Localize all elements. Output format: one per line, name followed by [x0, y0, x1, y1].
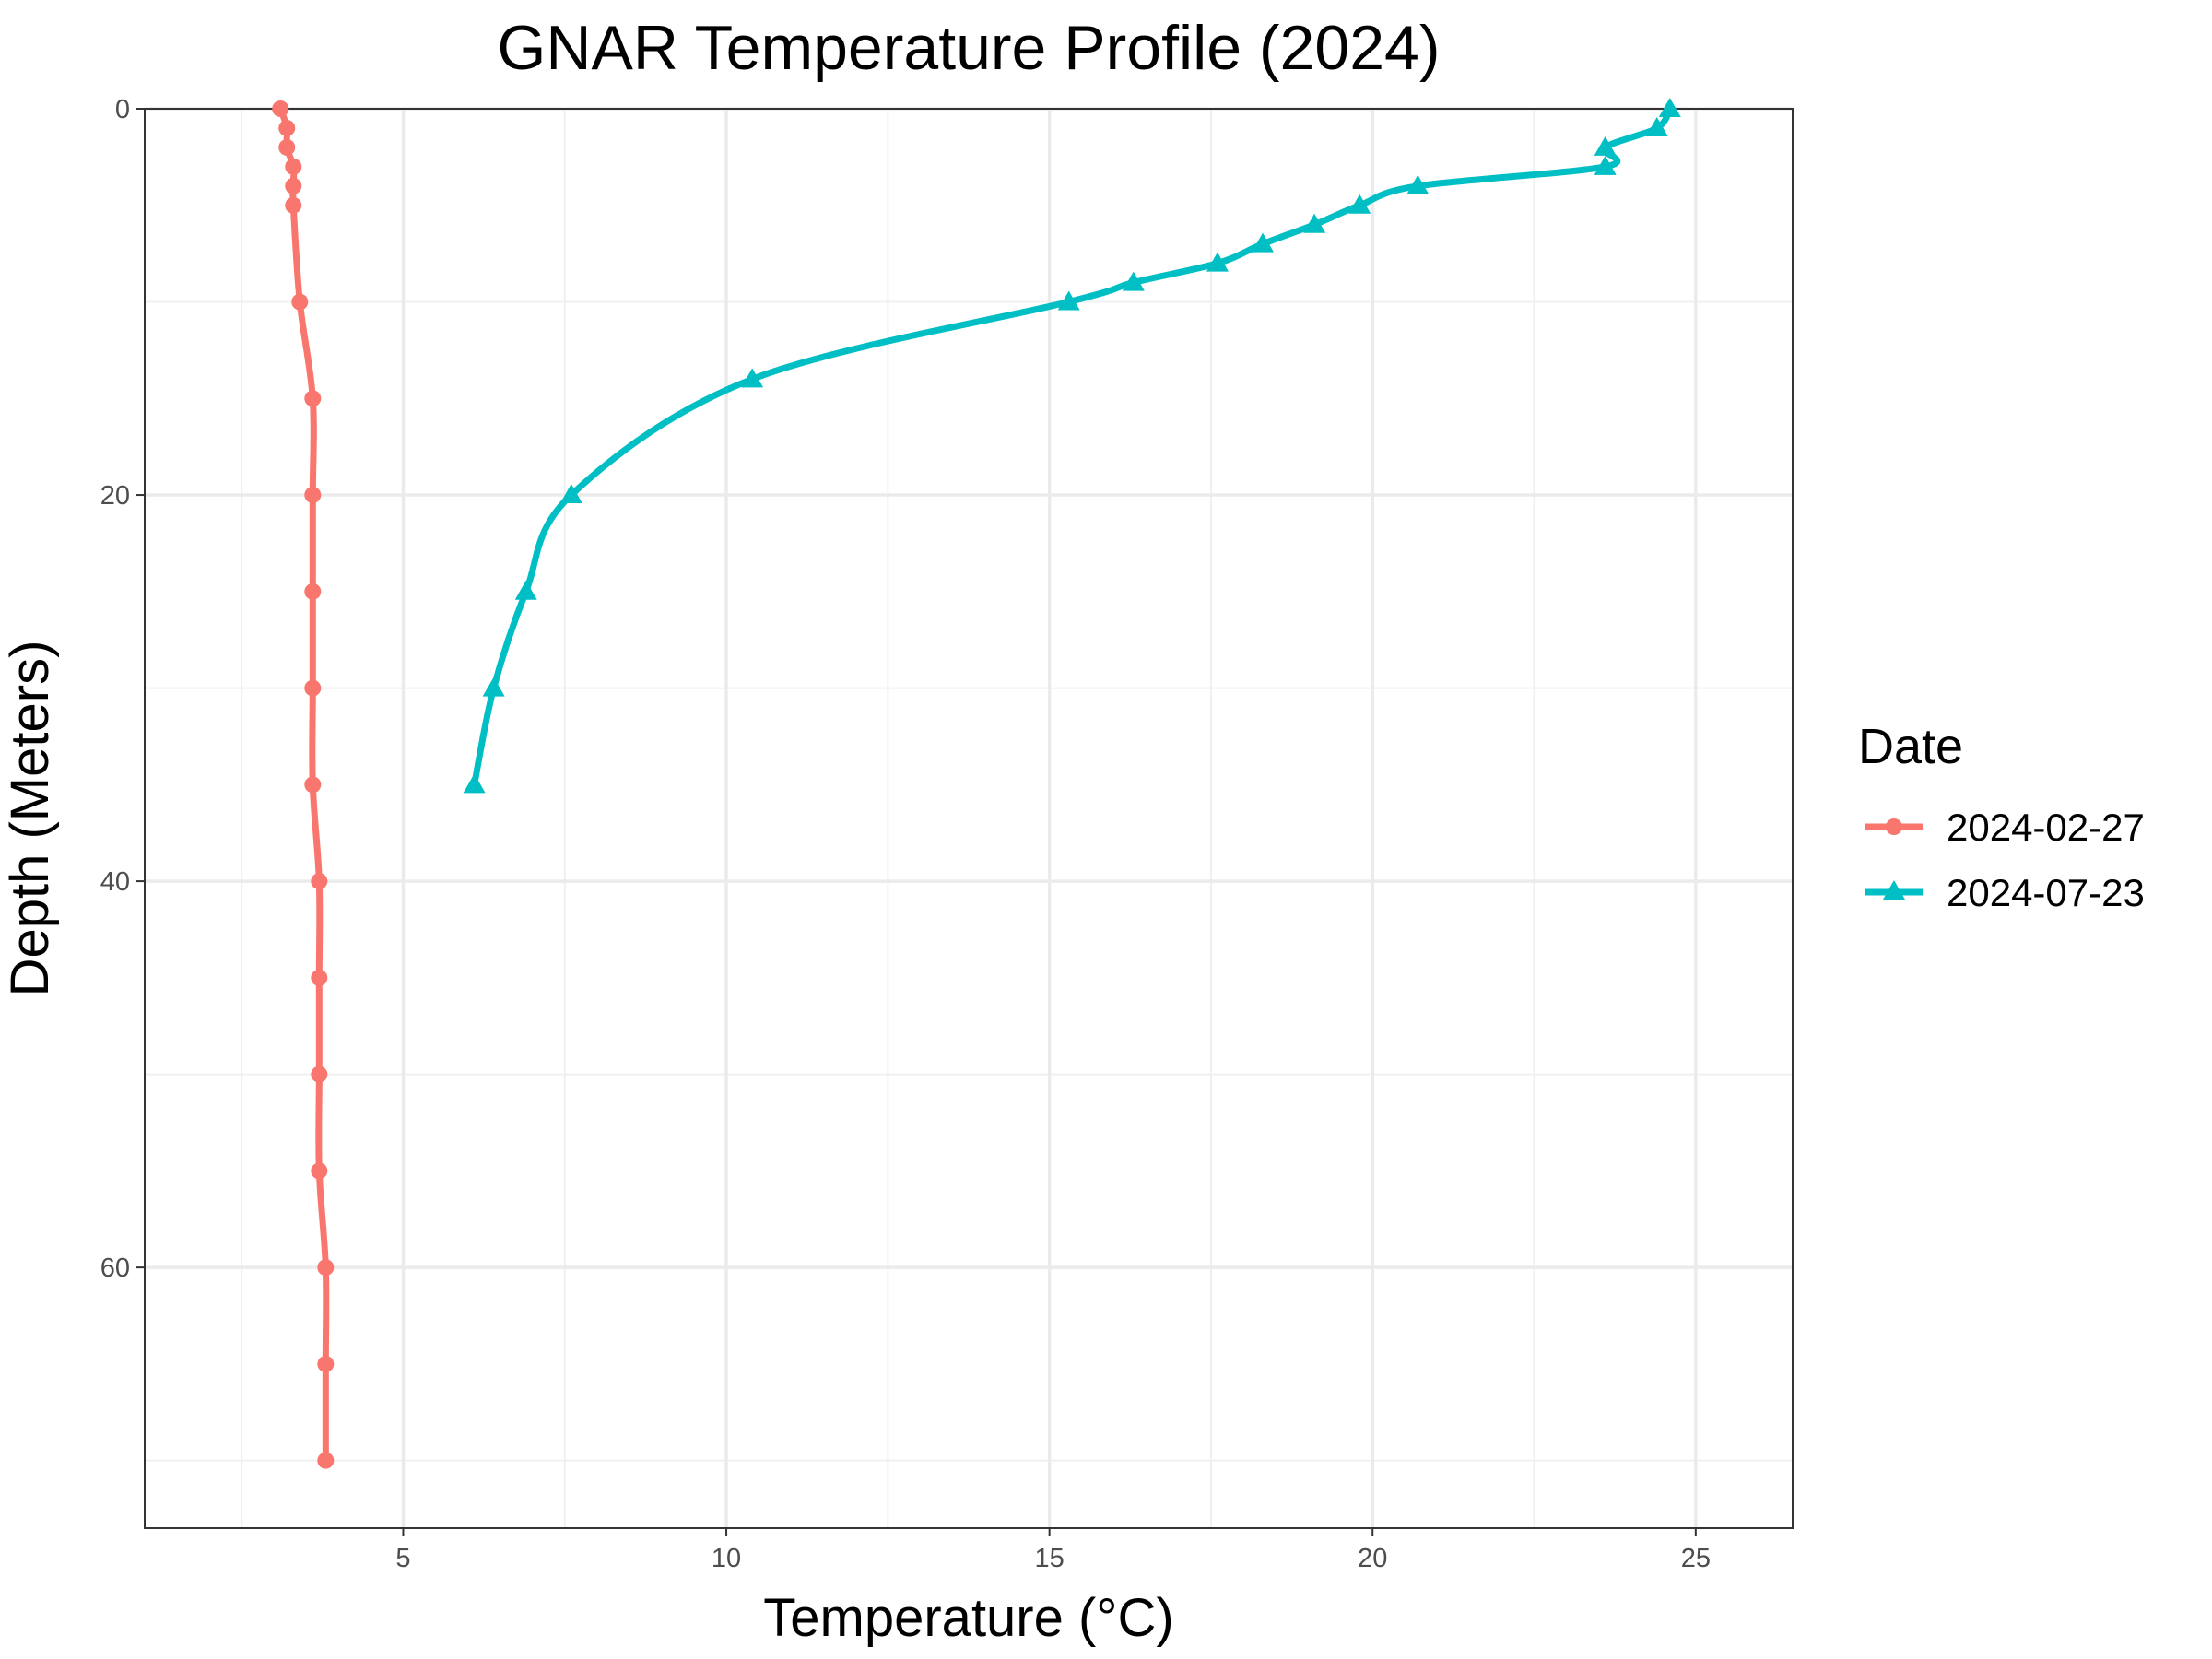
- data-point: [1303, 213, 1326, 233]
- y-axis-title: Depth (Meters): [0, 641, 60, 997]
- data-point: [559, 484, 582, 504]
- data-point: [311, 1162, 328, 1180]
- legend-item-1: 2024-02-27: [1865, 806, 2145, 849]
- data-point: [1057, 290, 1080, 311]
- data-point: [304, 582, 322, 600]
- data-point: [317, 1355, 335, 1372]
- data-point: [278, 119, 296, 136]
- data-point: [463, 773, 486, 794]
- data-point: [304, 776, 322, 794]
- x-axis-title: Temperature (°C): [763, 1588, 1173, 1648]
- y-tick-label: 60: [100, 1253, 130, 1283]
- series-1: [272, 100, 335, 1469]
- data-point: [1348, 194, 1371, 214]
- y-tick-label: 40: [100, 867, 130, 897]
- data-point: [311, 873, 328, 890]
- series-line: [471, 105, 1674, 788]
- y-tick-label: 20: [100, 481, 130, 511]
- data-point: [1206, 252, 1229, 272]
- data-point: [514, 580, 537, 600]
- chart-title: GNAR Temperature Profile (2024): [498, 13, 1441, 83]
- legend-label-2: 2024-07-23: [1947, 871, 2145, 914]
- data-point: [1252, 232, 1275, 253]
- x-tick-label: 10: [712, 1544, 741, 1573]
- y-tick-label: 0: [115, 95, 130, 124]
- series-2: [463, 98, 1681, 794]
- legend-marker-1: [1886, 818, 1902, 835]
- data-point: [304, 679, 322, 697]
- data-point: [1594, 135, 1617, 156]
- data-point: [285, 177, 302, 194]
- data-point: [304, 390, 322, 407]
- data-point: [304, 487, 322, 504]
- data-point: [285, 158, 302, 175]
- plot-panel: [144, 108, 1794, 1529]
- data-point: [1658, 98, 1681, 117]
- data-point: [1122, 271, 1145, 291]
- data-point: [311, 1065, 328, 1083]
- x-tick-label: 15: [1035, 1544, 1065, 1573]
- data-point: [741, 368, 764, 388]
- legend-label-1: 2024-02-27: [1947, 806, 2145, 849]
- data-point: [291, 293, 309, 311]
- x-tick-label: 20: [1358, 1544, 1387, 1573]
- legend-title: Date: [1858, 719, 1963, 774]
- gridlines: [145, 107, 1793, 1528]
- data-point: [317, 1452, 335, 1469]
- data-point: [1594, 155, 1617, 175]
- series-layer: [272, 98, 1681, 1469]
- data-point: [285, 196, 302, 214]
- axis-ticks: 5 10 15 20 25 0 20 40 60: [100, 95, 1711, 1573]
- data-point: [1645, 116, 1668, 136]
- x-tick-label: 5: [395, 1544, 410, 1573]
- legend-marker-2: [1883, 880, 1905, 900]
- data-point: [1406, 174, 1430, 194]
- data-point: [482, 677, 505, 697]
- data-point: [278, 138, 296, 156]
- legend: Date 2024-02-27 2024-07-23: [1858, 719, 2145, 914]
- data-point: [317, 1259, 335, 1277]
- data-point: [272, 100, 289, 117]
- legend-item-2: 2024-07-23: [1865, 871, 2145, 914]
- x-tick-label: 25: [1681, 1544, 1711, 1573]
- data-point: [311, 969, 328, 986]
